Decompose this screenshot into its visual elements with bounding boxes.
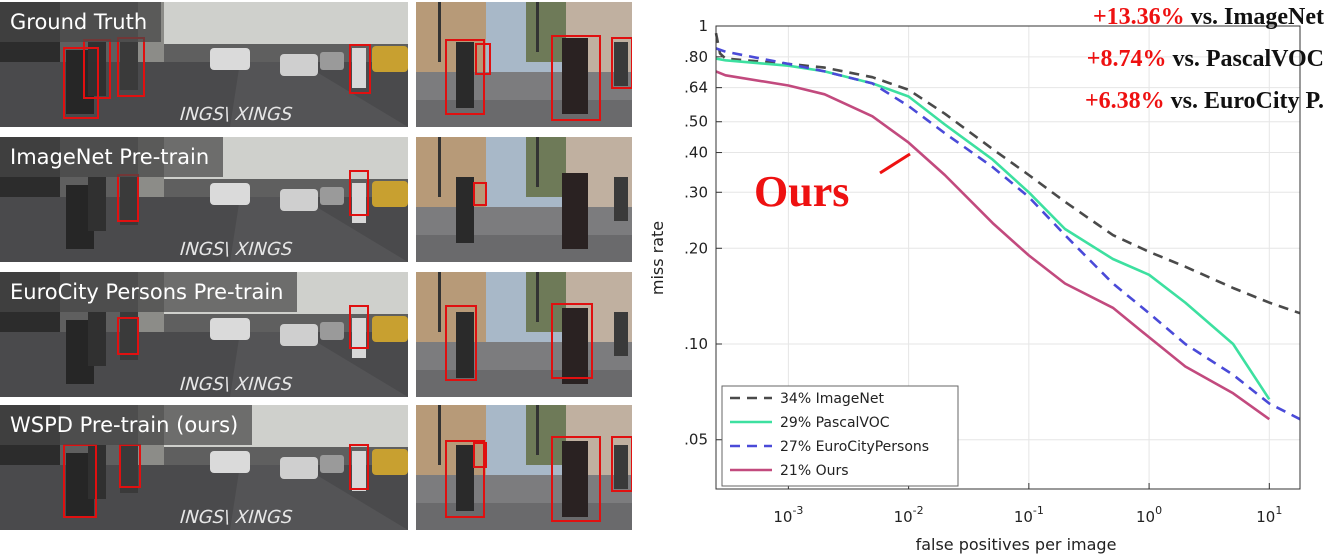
detection-boxes [117,305,369,355]
x-tick-label: 10-2 [894,504,924,526]
y-tick-label: .30 [684,183,708,201]
x-tick-label: 100 [1136,504,1162,526]
street-photo-narrow [416,2,632,127]
callout-pointer [879,152,911,175]
y-axis-label: miss rate [648,221,667,295]
improvement-imagenet: +13.36% vs. ImageNet [1093,4,1324,31]
x-axis-label: false positives per image [916,535,1117,554]
detection-boxes [473,182,487,206]
series-lines [714,32,1301,421]
row-label: WSPD Pre-train (ours) [0,405,253,445]
y-tick-label: 1 [698,17,708,35]
legend-label: 27% EuroCityPersons [780,439,929,455]
row-label: EuroCity Persons Pre-train [0,272,298,312]
image-row-wspd: WSPD Pre-train (ours) [0,405,640,530]
improvement-value: +8.74% [1086,46,1167,72]
image-row-eurocity: EuroCity Persons Pre-train [0,272,640,397]
row-label: Ground Truth [0,2,162,42]
improvement-value: +13.36% [1093,4,1185,30]
improvement-eurocity: +6.38% vs. EuroCity P. [1085,88,1324,115]
x-tick-label: 10-3 [773,504,803,526]
y-tick-label: .64 [684,79,708,97]
legend: 34% ImageNet 29% PascalVOC 27% EuroCityPer… [721,385,959,487]
miss-rate-chart: 10-3 10-2 10-1 100 101 1 .80 .64 .50 .40 .30 .20 .10… [648,17,1301,554]
improvement-text: vs. ImageNet [1190,4,1324,30]
y-tick-label: .50 [684,113,708,131]
y-tick-label: .20 [684,239,708,257]
detection-boxes [63,444,369,518]
legend-label: 29% PascalVOC [780,415,890,431]
image-row-ground-truth: Ground Truth [0,2,640,127]
improvement-text: vs. PascalVOC [1172,46,1324,72]
x-tick-label: 101 [1256,504,1282,526]
row-label: ImageNet Pre-train [0,137,224,177]
improvement-text: vs. EuroCity P. [1170,88,1324,114]
y-tick-label: .40 [684,144,708,162]
legend-label: 34% ImageNet [780,391,884,407]
street-photo-narrow [416,272,632,397]
y-tick-label: .05 [684,431,708,449]
series-line-ours [715,70,1271,421]
plot-frame [715,25,1301,490]
improvement-pascalvoc: +8.74% vs. PascalVOC [1087,46,1324,73]
legend-label: 21% Ours [780,463,849,479]
improvement-value: +6.38% [1084,88,1165,114]
y-tick-label: .10 [684,335,708,353]
series-line-eurocitypersons [715,47,1301,421]
detection-boxes [445,35,632,121]
series-line-imagenet [714,32,1301,315]
y-tick-label: .80 [684,48,708,66]
detection-boxes [445,303,593,381]
ours-callout: Ours [754,167,849,216]
detection-boxes [445,436,632,522]
street-photo-narrow [416,137,632,262]
x-tick-label: 10-1 [1014,504,1044,526]
street-photo-narrow [416,405,632,530]
image-row-imagenet: ImageNet Pre-train [0,137,640,262]
